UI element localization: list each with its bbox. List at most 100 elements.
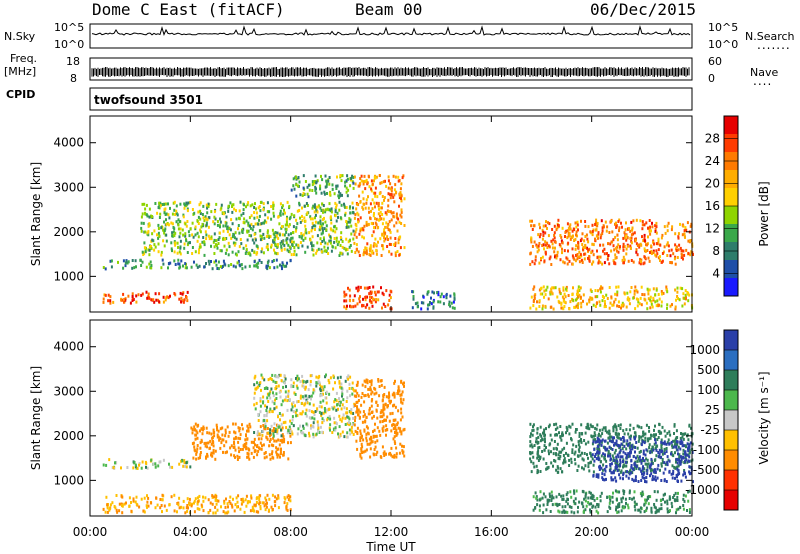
vel-cells-cell [622, 460, 624, 463]
vel-cells-cell [560, 495, 562, 498]
power-cells-cell [306, 202, 308, 205]
power-cells-cell [597, 262, 599, 265]
vel-cells-cell [627, 433, 629, 436]
power-cells-cell [225, 252, 227, 255]
vel-cells-cell [393, 437, 395, 440]
power-cells-cell [236, 218, 238, 221]
power-cells-cell [658, 248, 660, 251]
power-cells-cell [615, 226, 617, 229]
power-cells-cell [532, 245, 534, 248]
vel-cells-cell [271, 374, 273, 377]
power-cells-cell [449, 295, 451, 298]
vel-cells-cell [213, 434, 215, 437]
vel-cells-cell [311, 416, 313, 419]
power-cells-cell [349, 299, 351, 302]
power-cells-cell [613, 301, 615, 304]
vel-cells-cell [275, 430, 277, 433]
power-cells-cell [103, 298, 105, 301]
vel-cells-cell [585, 442, 587, 445]
vel-cells-cell [540, 439, 542, 442]
vel-cells-cell [283, 451, 285, 454]
vel-cells-cell [267, 427, 269, 430]
power-cells-cell [366, 303, 368, 306]
vel-cells-cell [279, 391, 281, 394]
vel-cells-cell [343, 435, 345, 438]
vel-cells-cell [619, 464, 621, 467]
vel-cells-cell [562, 505, 564, 508]
power-cells-cell [597, 235, 599, 238]
power-cells-cell [187, 202, 189, 205]
vel-cells-cell [609, 459, 611, 462]
power-cells-cell [423, 296, 425, 299]
power-cells-cell [606, 252, 608, 255]
power-cells-cell [279, 233, 281, 236]
power-cells-cell [310, 217, 312, 220]
power-cells-cell [570, 238, 572, 241]
power-cells-cell [653, 287, 655, 290]
vel-cells-cell [380, 456, 382, 459]
vel-cells-cell [276, 406, 278, 409]
power-cells-cell [676, 249, 678, 252]
power-cells-cell [644, 223, 646, 226]
power-cells-cell [381, 181, 383, 184]
power-cells-cell [317, 206, 319, 209]
power-cells-cell [335, 206, 337, 209]
vel-cells-cell [142, 461, 144, 464]
power-cells-cell [574, 238, 576, 241]
power-cells-cell [212, 220, 214, 223]
vel-cells-cell [596, 428, 598, 431]
vel-cells-cell [358, 399, 360, 402]
power-cells-cell [564, 231, 566, 234]
vel-cells-cell [358, 414, 360, 417]
power-cells-cell [273, 215, 275, 218]
power-cells-cell [584, 235, 586, 238]
vel-cells-cell [281, 379, 283, 382]
vel-cells-cell [545, 495, 547, 498]
power-cells-cell [208, 235, 210, 238]
power-cells-cell [363, 197, 365, 200]
vel-cells-cell [588, 462, 590, 465]
vel-cells-cell [270, 377, 272, 380]
vel-cells-cell [663, 494, 665, 497]
power-cells-cell [545, 289, 547, 292]
power-cells-cell [353, 230, 355, 233]
vel-cells-cell [597, 505, 599, 508]
power-cells-cell [549, 257, 551, 260]
vel-cells-cell [557, 503, 559, 506]
power-cells-cell [569, 300, 571, 303]
power-cells-cell [377, 226, 379, 229]
vel-cells-cell [673, 432, 675, 435]
power-cells-cell [321, 250, 323, 253]
vel-cells-cell [400, 380, 402, 383]
vel-cells-cell [339, 382, 341, 385]
vel-cells-cell [400, 408, 402, 411]
vel-cells-cell [304, 434, 306, 437]
power-cells-cell [223, 260, 225, 263]
power-cells-cell [253, 206, 255, 209]
power-cells-cell [329, 208, 331, 211]
power-cells-cell [330, 242, 332, 245]
vel-cells-cell [560, 467, 562, 470]
vel-cells-cell [217, 436, 219, 439]
vel-cells-cell [283, 440, 285, 443]
power-cells-cell [391, 218, 393, 221]
vel-cells-cell [382, 399, 384, 402]
vel-cells-cell [675, 499, 677, 502]
power-cells-cell [350, 211, 352, 214]
power-cells-cell [341, 179, 343, 182]
power-cells-cell [230, 263, 232, 266]
power-cells-cell [325, 175, 327, 178]
power-cells-cell [652, 297, 654, 300]
power-cells-cell [345, 220, 347, 223]
power-cells-cell [295, 176, 297, 179]
vel-cells-cell [136, 496, 138, 499]
power-cells-cell [342, 246, 344, 249]
power-cells-cell [273, 249, 275, 252]
power-cells-cell [647, 227, 649, 230]
power-cells-cell [253, 217, 255, 220]
power-cells-cell [300, 241, 302, 244]
vel-cells-cell [598, 434, 600, 437]
vel-cells-cell [269, 397, 271, 400]
vel-cells-cell [558, 431, 560, 434]
power-cells-cell [616, 304, 618, 307]
